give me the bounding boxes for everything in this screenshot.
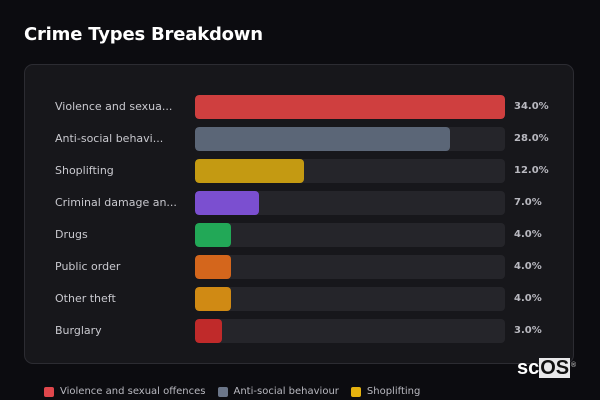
legend-item[interactable]: Anti-social behaviour [217, 386, 339, 397]
bar-percentage: 3.0% [514, 325, 542, 336]
bar-label: Anti-social behavi... [55, 132, 164, 145]
legend-label: Anti-social behaviour [233, 386, 339, 397]
legend-label: Shoplifting [366, 386, 421, 397]
bar-fill[interactable] [195, 319, 223, 343]
bar-percentage: 4.0% [514, 293, 542, 304]
bar-fill[interactable] [195, 95, 505, 119]
bar-row[interactable]: Other theft 4.0% [25, 287, 573, 311]
chart-legend: Violence and sexual offences Anti-social … [44, 386, 420, 397]
bar-label: Burglary [55, 324, 102, 337]
legend-item[interactable]: Shoplifting [350, 386, 421, 397]
bar-fill[interactable] [195, 191, 259, 215]
bar-track [195, 287, 505, 311]
bar-fill[interactable] [195, 159, 305, 183]
legend-swatch-icon [44, 386, 54, 397]
bar-percentage: 4.0% [514, 229, 542, 240]
bar-label: Other theft [55, 292, 116, 305]
bar-track [195, 191, 505, 215]
bar-label: Public order [55, 260, 121, 273]
page-title: Crime Types Breakdown [24, 24, 263, 45]
bar-row[interactable]: Burglary 3.0% [25, 319, 573, 343]
bar-row[interactable]: Shoplifting 12.0% [25, 159, 573, 183]
bar-label: Violence and sexua... [55, 100, 173, 113]
bar-track [195, 223, 505, 247]
bar-percentage: 34.0% [514, 101, 549, 112]
bar-row[interactable]: Criminal damage an... 7.0% [25, 191, 573, 215]
bar-track [195, 159, 505, 183]
legend-label: Violence and sexual offences [60, 386, 206, 397]
chart-card: Violence and sexua... 34.0% Anti-social be… [24, 64, 574, 364]
bar-fill[interactable] [195, 255, 232, 279]
legend-item[interactable]: Violence and sexual offences [44, 386, 206, 397]
bar-fill[interactable] [195, 223, 232, 247]
bar-fill[interactable] [195, 287, 232, 311]
bar-track [195, 319, 505, 343]
bar-track [195, 95, 505, 119]
bar-fill[interactable] [195, 127, 451, 151]
bar-label: Drugs [55, 228, 88, 241]
legend-swatch-icon [350, 386, 361, 397]
bar-row[interactable]: Public order 4.0% [25, 255, 573, 279]
bar-percentage: 12.0% [514, 165, 549, 176]
bar-label: Shoplifting [55, 164, 114, 177]
bar-percentage: 7.0% [514, 197, 542, 208]
bar-track [195, 127, 505, 151]
logo-os: OS [539, 357, 571, 379]
bar-track [195, 255, 505, 279]
bar-row[interactable]: Violence and sexua... 34.0% [25, 95, 573, 119]
bar-percentage: 28.0% [514, 133, 549, 144]
legend-swatch-icon [217, 386, 228, 397]
registered-mark: ® [570, 362, 577, 369]
bar-label: Criminal damage an... [55, 196, 177, 209]
logo-sc: sc [517, 357, 540, 379]
bar-percentage: 4.0% [514, 261, 542, 272]
bar-row[interactable]: Drugs 4.0% [25, 223, 573, 247]
bar-row[interactable]: Anti-social behavi... 28.0% [25, 127, 573, 151]
scos-logo: sc OS ® [517, 357, 576, 379]
